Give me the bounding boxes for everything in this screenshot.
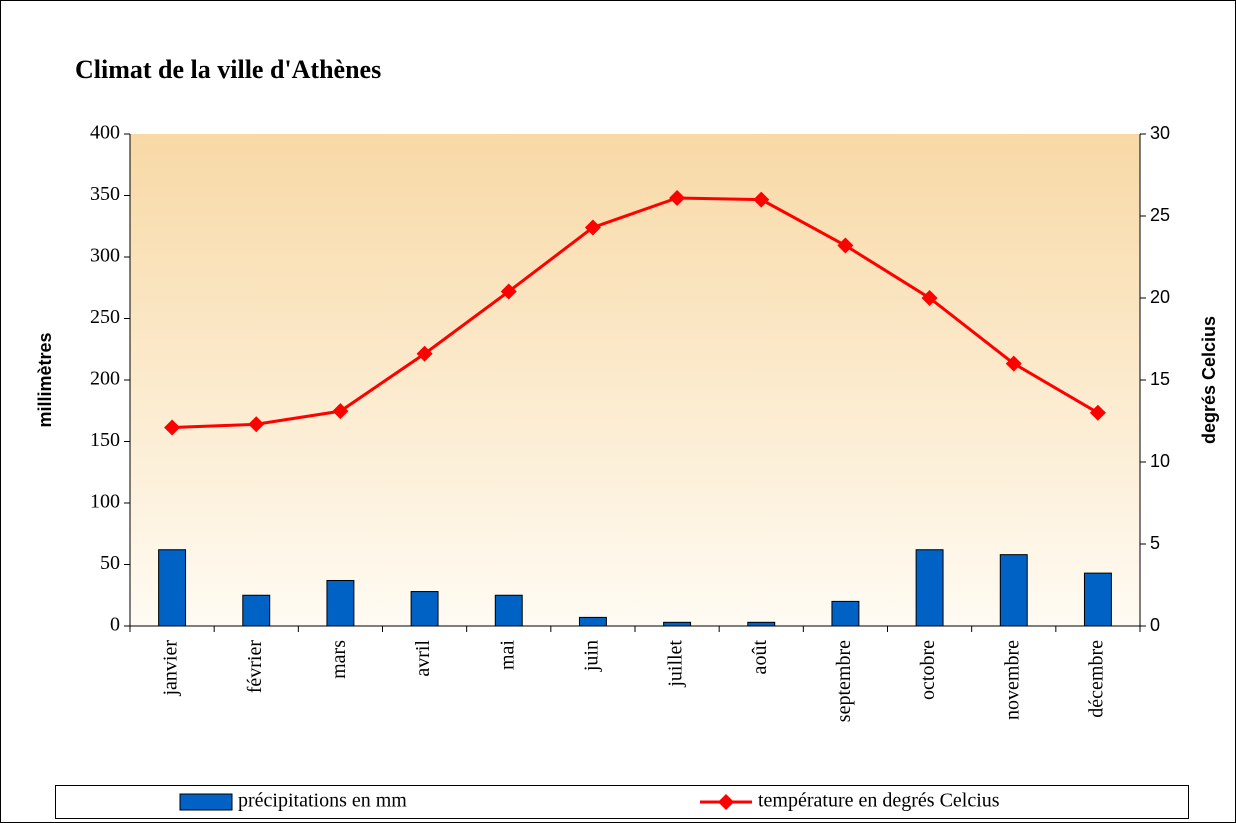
bar [747,621,776,627]
bar [578,616,607,627]
y-tick-label: 150 [90,429,120,451]
legend-swatch [179,793,233,811]
x-tick-label: août [749,640,771,675]
x-tick-label: juillet [665,640,687,688]
y2-tick-label: 10 [1150,451,1170,471]
marker [500,283,517,300]
chart-title: Climat de la ville d'Athènes [75,55,381,84]
marker [1005,355,1022,372]
bar [915,549,944,627]
bar [410,591,439,627]
y-tick-label: 100 [90,491,120,513]
y-tick-label: 0 [110,614,120,636]
bar [242,594,271,627]
y2-tick-label: 5 [1150,533,1160,553]
x-tick-label: juin [581,640,603,672]
bar [663,621,692,627]
x-tick-label: décembre [1086,640,1108,718]
legend-label: température en degrés Celcius [758,790,1000,812]
marker [164,419,181,436]
x-tick-label: mars [328,640,350,679]
marker [921,290,938,306]
bar [158,549,187,627]
line [172,196,1099,430]
y2-axis-title: degrés Celcius [1199,316,1219,444]
y2-tick-label: 20 [1150,287,1170,307]
y-tick-label: 350 [90,183,120,205]
legend [55,785,1189,819]
marker [669,189,686,206]
marker [332,403,349,420]
x-tick-label: février [244,640,266,694]
x-tick-label: mai [496,640,518,670]
y2-tick-label: 30 [1150,123,1170,143]
x-tick-label: octobre [917,640,939,700]
y-axis-title: millimètres [35,332,55,427]
marker [584,219,601,236]
y-tick-label: 300 [90,245,120,267]
y-tick-label: 400 [90,122,120,144]
marker [837,237,854,254]
marker [416,345,433,362]
x-tick-label: avril [412,640,434,677]
bar [494,594,523,627]
bar [1083,572,1112,627]
marker [248,416,265,433]
x-tick-label: novembre [1001,640,1023,720]
marker [753,191,770,208]
x-tick-label: janvier [160,640,182,697]
y-tick-label: 50 [100,552,120,574]
y-tick-label: 200 [90,368,120,390]
plot-area [130,134,1140,626]
y2-tick-label: 25 [1150,205,1170,225]
bar [831,600,860,627]
y2-tick-label: 15 [1150,369,1170,389]
bar [326,579,355,627]
x-tick-label: septembre [833,640,855,722]
y2-tick-label: 0 [1150,615,1160,635]
y-tick-label: 250 [90,306,120,328]
legend-label: précipitations en mm [238,790,407,812]
legend-marker [718,794,734,810]
marker [1089,404,1106,421]
bar [999,554,1028,627]
